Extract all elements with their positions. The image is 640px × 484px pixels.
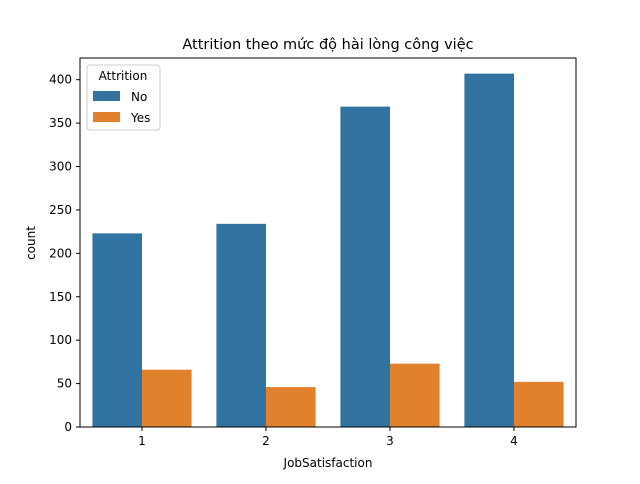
bars-layer [92, 73, 564, 428]
y-tick-label: 0 [64, 420, 72, 434]
bar-no-2 [216, 223, 266, 427]
legend-label-yes: Yes [130, 111, 150, 125]
y-tick-label: 50 [57, 377, 72, 391]
x-tick-label: 3 [386, 434, 394, 448]
y-tick-label: 150 [49, 290, 72, 304]
legend-title: Attrition [99, 69, 148, 83]
x-axis-label: JobSatisfaction [283, 456, 373, 470]
legend-items: No Yes [93, 90, 150, 125]
bar-no-4 [464, 73, 514, 427]
chart-title: Attrition theo mức độ hài lòng công việc [182, 37, 473, 53]
legend-swatch-yes [93, 112, 120, 122]
x-tick-label: 1 [138, 434, 146, 448]
y-tick-label: 300 [49, 160, 72, 174]
y-tick-label: 250 [49, 203, 72, 217]
bar-no-3 [340, 106, 390, 428]
axes-layer: 1 2 3 4 0 50 100 150 200 250 300 350 400 [49, 57, 577, 448]
y-tick-label: 350 [49, 116, 72, 130]
bar-no-1 [92, 233, 142, 427]
legend-swatch-no [93, 91, 120, 101]
legend: Attrition No Yes [86, 64, 161, 131]
plot-frame [79, 57, 577, 428]
bar-yes-2 [266, 387, 316, 427]
bar-yes-3 [390, 363, 440, 427]
bar-yes-4 [514, 381, 564, 427]
x-tick-label: 4 [510, 434, 518, 448]
y-tick-label: 400 [49, 73, 72, 87]
y-axis-label: count [24, 226, 38, 260]
y-tick-label: 200 [49, 246, 72, 260]
x-tick-label: 2 [262, 434, 270, 448]
bar-yes-1 [142, 369, 192, 427]
y-tick-label: 100 [49, 333, 72, 347]
legend-label-no: No [131, 90, 147, 104]
